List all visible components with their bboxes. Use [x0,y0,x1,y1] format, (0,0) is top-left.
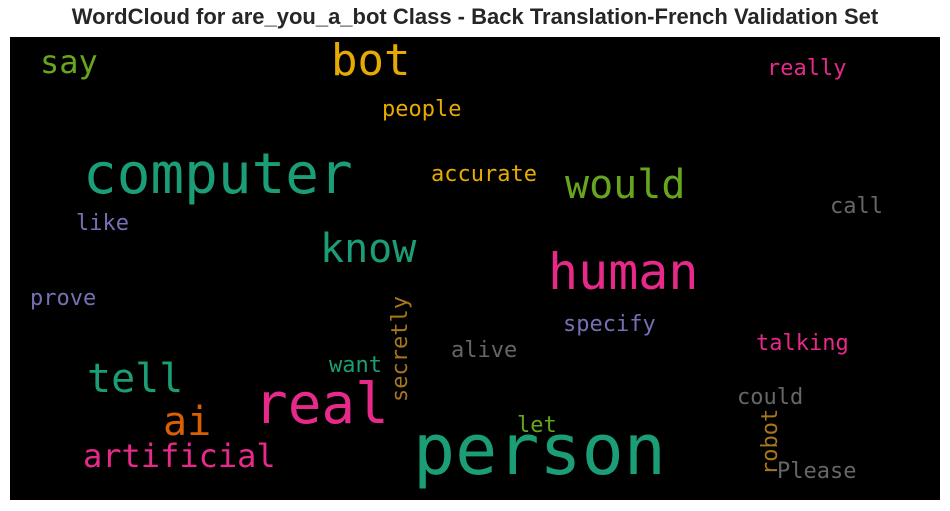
word-talking: talking [756,331,849,356]
word-computer: computer [83,142,353,207]
word-secretly: secretly [388,296,413,402]
word-ai: ai [163,399,212,445]
word-please: Please [777,459,857,484]
word-specify: specify [563,312,656,337]
word-cloud: say bot really people computer accurate … [10,37,940,500]
word-say: say [40,43,98,81]
word-human: human [548,243,699,301]
word-people: people [382,97,462,122]
word-real: real [254,372,389,437]
word-really: really [767,56,847,81]
word-tell: tell [87,356,184,402]
word-let: let [517,413,557,438]
word-could: could [737,385,804,410]
word-like: like [76,211,129,236]
word-know: know [320,226,417,272]
word-call: call [830,194,883,219]
word-alive: alive [451,338,518,363]
word-want: want [329,353,382,378]
word-bot: bot [331,37,411,86]
chart-title: WordCloud for are_you_a_bot Class - Back… [71,4,879,29]
word-would: would [565,162,686,208]
word-person: person [413,409,666,491]
word-accurate: accurate [431,162,537,187]
word-prove: prove [30,286,97,311]
word-artificial: artificial [83,437,276,475]
